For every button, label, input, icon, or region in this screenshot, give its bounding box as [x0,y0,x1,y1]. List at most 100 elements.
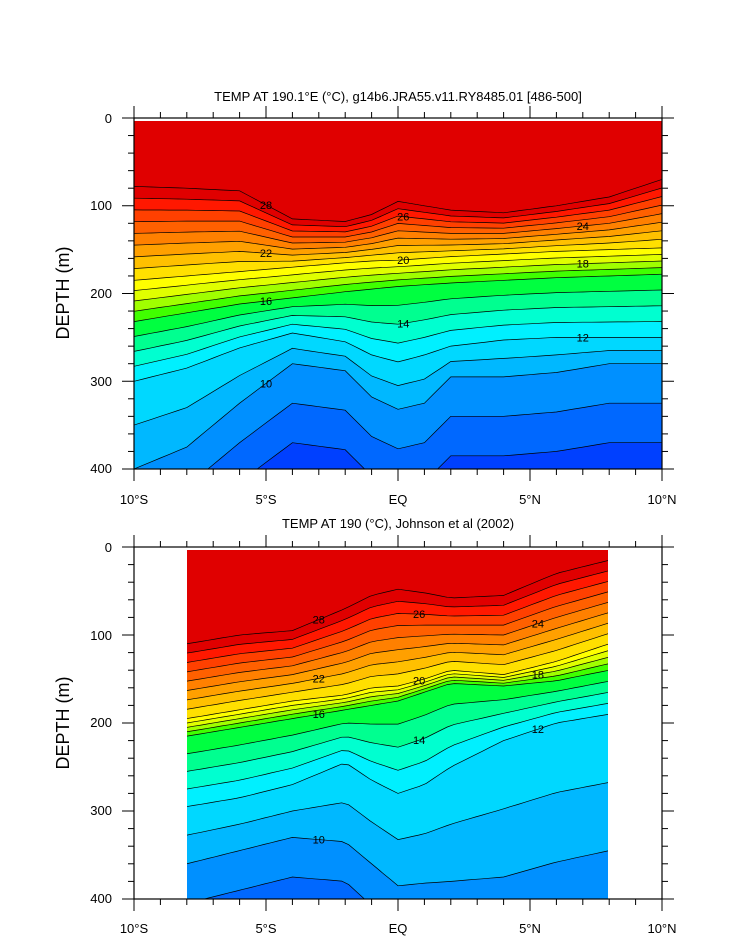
x-tick-label: EQ [389,492,408,507]
isotherm-line [187,612,608,691]
contour-label: 18 [532,669,544,681]
x-tick-label: 10°S [120,492,149,507]
temperature-band [187,623,608,710]
x-tick-label: 10°N [647,921,676,936]
x-tick-label: EQ [389,921,408,936]
isotherm-line [187,692,608,772]
temperature-band [187,644,608,723]
temperature-band [134,363,662,469]
panel-title: TEMP AT 190 (°C), Johnson et al (2002) [282,516,514,531]
y-tick-label: 0 [105,540,112,555]
y-axis-title: DEPTH (m) [53,247,73,340]
x-tick-label: 5°S [255,921,276,936]
contour-label: 14 [397,318,409,330]
temperature-band [187,837,608,899]
contour-label: 12 [532,724,544,736]
isotherm-line [134,238,662,269]
y-tick-label: 300 [90,374,112,389]
isotherm-line [134,267,662,312]
contour-field [187,547,662,899]
isotherm-line [134,221,662,250]
isotherm-line [187,591,608,673]
isotherm-line [187,837,608,887]
temperature-band [187,670,608,754]
contour-label: 16 [260,296,272,308]
x-tick-label: 5°N [519,492,541,507]
temperature-band [134,239,662,281]
panel-observations: TEMP AT 190 (°C), Johnson et al (2002) 2… [53,516,677,936]
isotherm-line [187,643,608,719]
isotherm-line [134,305,662,352]
isotherm-line [187,656,608,728]
temperature-band [187,650,608,728]
y-tick-label: 400 [90,461,112,476]
contour-label: 10 [313,835,325,847]
temperature-band [134,179,662,227]
temperature-band [134,348,662,469]
isotherm-line [134,321,662,367]
temperature-band [187,550,608,644]
temperature-band [187,714,608,840]
contour-label: 16 [313,709,325,721]
contour-label: 22 [260,248,272,260]
contour-label: 12 [577,332,589,344]
axis-ticks [122,106,674,481]
temperature-band [134,121,662,222]
isotherm-line [134,247,662,281]
isotherm-line [134,273,662,322]
contour-label: 18 [577,259,589,271]
isotherm-line [134,260,662,302]
temperature-band [187,591,608,682]
temperature-band [134,290,662,352]
y-tick-label: 400 [90,891,112,906]
isotherm-line [187,581,608,663]
temperature-band [187,657,608,732]
y-tick-label: 200 [90,286,112,301]
temperature-band [134,222,662,257]
isotherm-line [134,363,662,469]
isotherm-line [134,332,662,382]
y-tick-label: 100 [90,198,112,213]
x-tick-label: 10°N [647,492,676,507]
temperature-band [134,321,662,382]
y-tick-label: 300 [90,803,112,818]
contour-label: 28 [260,200,272,212]
contour-field [134,121,662,469]
y-tick-label: 0 [105,111,112,126]
contour-labels: 28 26 24 22 20 18 16 14 12 10 [260,200,589,391]
temperature-band [187,581,608,672]
contour-label: 22 [313,673,325,685]
contour-label: 14 [413,735,425,747]
temperature-band [207,403,662,469]
y-tick-label: 200 [90,715,112,730]
isotherm-line [187,663,608,733]
contour-labels: 28 26 24 22 20 18 16 14 12 10 [313,609,544,847]
isotherm-line [134,347,662,426]
temperature-band [134,213,662,250]
isotherm-line [187,670,608,737]
contour-label: 20 [397,255,409,267]
temperature-band [187,782,608,886]
temperature-band [187,663,608,737]
axis-ticks [122,535,674,911]
x-tick-label: 10°S [120,921,149,936]
temperature-band [134,196,662,237]
isotherm-line [187,560,608,645]
panel-model: TEMP AT 190.1°E (°C), g14b6.JRA55.v11.RY… [53,89,677,507]
isotherm-line [134,204,662,238]
temperature-band [134,247,662,291]
isotherm-line [207,402,662,469]
temperature-band [134,261,662,312]
isotherm-line [134,213,662,244]
contour-label: 26 [397,212,409,224]
temperature-band [134,333,662,426]
temperature-band [187,703,608,807]
temperature-band [204,877,365,899]
isotherm-line [187,650,608,724]
no-data-mask [609,547,662,899]
temperature-band [187,612,608,700]
contour-label: 26 [413,609,425,621]
isotherm-line [134,187,662,228]
isotherm-line [134,196,662,233]
